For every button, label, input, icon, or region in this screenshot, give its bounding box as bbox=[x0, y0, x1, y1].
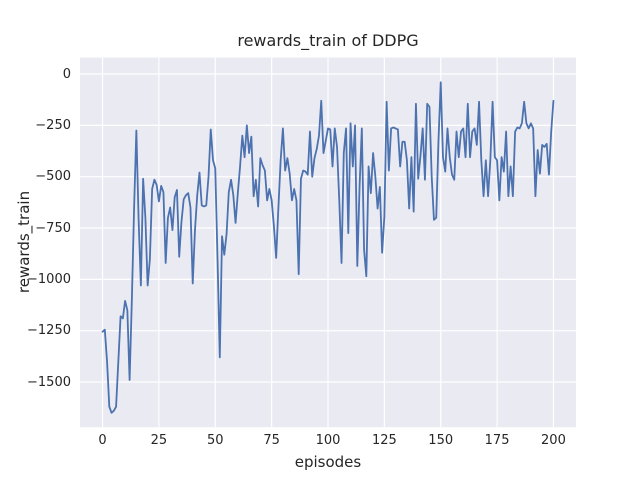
x-tick-label: 50 bbox=[206, 433, 224, 448]
y-tick-label: −1000 bbox=[27, 271, 71, 287]
x-tick-label: 25 bbox=[150, 433, 168, 448]
x-tick-label: 75 bbox=[263, 433, 280, 448]
x-tick-label: 150 bbox=[428, 433, 454, 448]
y-tick-label: −500 bbox=[35, 169, 71, 185]
x-tick-label: 200 bbox=[541, 433, 566, 448]
data-line-rewards_train bbox=[101, 81, 555, 414]
y-tick-label: −1500 bbox=[27, 374, 71, 390]
y-tick-label: 0 bbox=[62, 66, 71, 82]
x-tick-label: 100 bbox=[315, 433, 341, 448]
chart-title: rewards_train of DDPG bbox=[237, 31, 419, 50]
y-tick-label: −250 bbox=[35, 117, 71, 133]
x-axis-label: episodes bbox=[294, 453, 362, 471]
x-tick-label: 125 bbox=[371, 433, 397, 448]
x-tick-label: 175 bbox=[484, 433, 510, 448]
y-tick-label: −750 bbox=[35, 220, 71, 236]
x-tick-label: 0 bbox=[98, 433, 107, 448]
y-tick-label: −1250 bbox=[27, 323, 71, 339]
